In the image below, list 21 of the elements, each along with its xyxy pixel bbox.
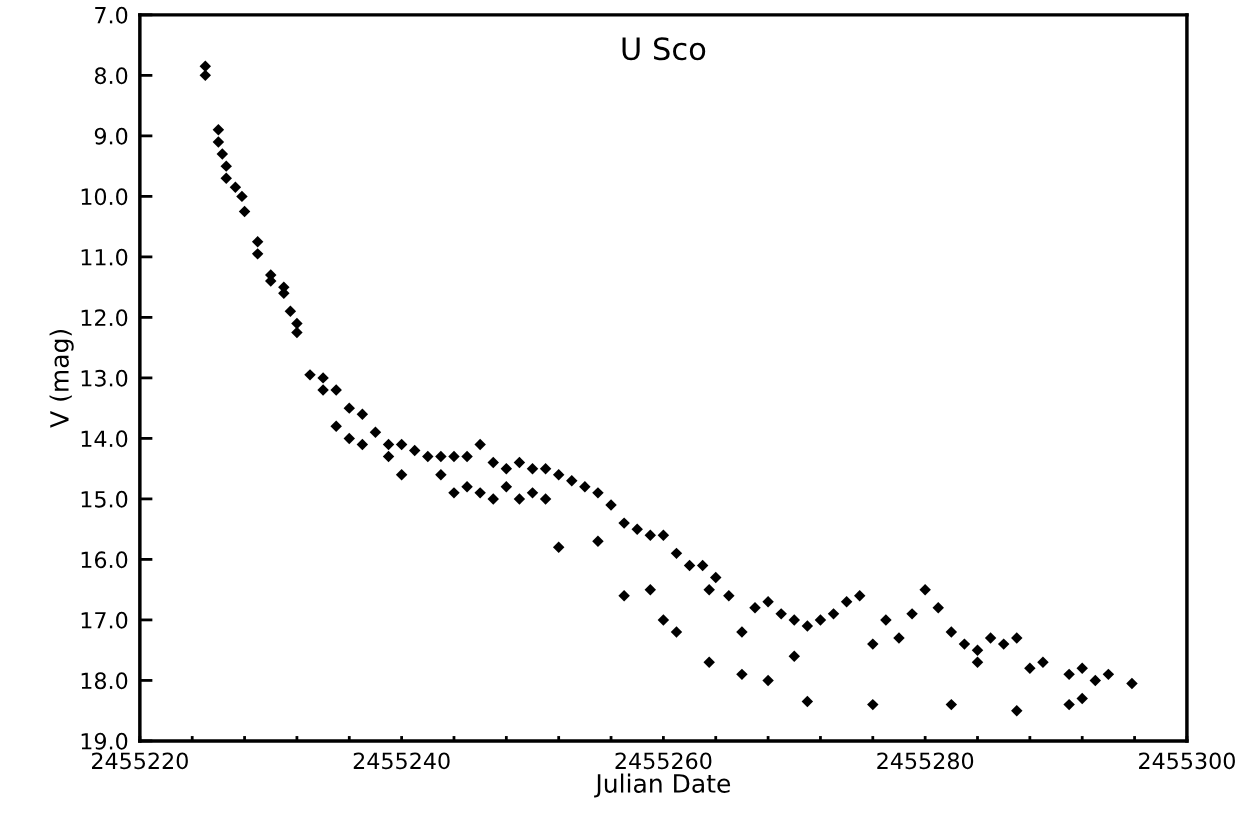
- y-tick-label: 18.0: [81, 672, 128, 690]
- y-tick-label: 17.0: [81, 611, 128, 629]
- x-tick-label: 2455220: [92, 752, 188, 770]
- y-tick-label: 15.0: [81, 490, 128, 508]
- text: U Sco: [622, 37, 706, 61]
- y-tick-label: 14.0: [81, 430, 128, 448]
- y-tick-label: 7.0: [95, 6, 128, 24]
- y-tick-label: 19.0: [81, 732, 128, 750]
- y-tick-label: 10.0: [81, 188, 128, 206]
- x-tick-label: 2455300: [1139, 752, 1235, 770]
- y-tick-label: 13.0: [81, 369, 128, 387]
- y-tick-label: 12.0: [81, 309, 128, 327]
- y-tick-label: 9.0: [94, 127, 128, 145]
- y-axis-title: V (mag): [49, 329, 74, 428]
- y-tick-label: 11.0: [81, 248, 128, 266]
- y-tick-label: 16.0: [81, 551, 128, 569]
- x-tick-label: 2455280: [877, 752, 974, 770]
- x-axis-title: Julian Date: [594, 773, 731, 798]
- y-tick-label: 8.0: [94, 67, 128, 85]
- x-tick-label: 2455260: [615, 752, 712, 770]
- x-tick-label: 2455240: [353, 752, 450, 770]
